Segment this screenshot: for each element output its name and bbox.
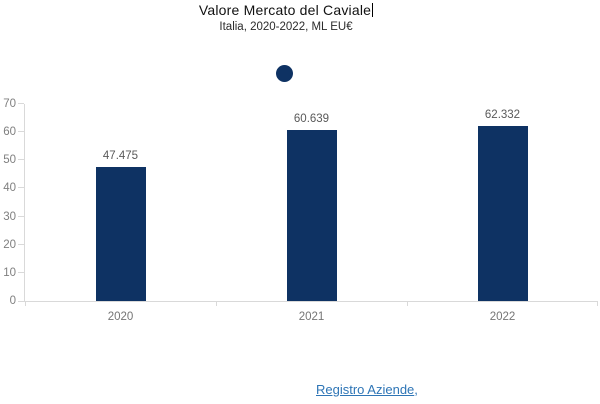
y-axis-tick: [18, 103, 24, 104]
bar-value-label: 60.639: [293, 113, 330, 126]
y-axis-tick-label: 40: [3, 182, 16, 195]
y-axis-tick-label: 10: [3, 266, 16, 279]
y-axis-tick: [18, 215, 24, 217]
y-axis-tick: [18, 301, 24, 302]
y-axis-tick: [18, 159, 24, 161]
legend-marker-icon[interactable]: [276, 65, 293, 82]
bar-value-label: 47.475: [102, 150, 139, 163]
bar-2020[interactable]: [95, 167, 146, 301]
bar-2021[interactable]: [286, 130, 337, 301]
footer-comma: ,: [414, 382, 418, 397]
bar-2022[interactable]: [477, 125, 528, 301]
chart-subtitle: Italia, 2020-2022, ML EU€: [219, 21, 353, 33]
chart-title[interactable]: Valore Mercato del Caviale: [198, 2, 372, 18]
x-axis-tick: [407, 301, 408, 306]
y-axis-tick-label: 30: [3, 210, 16, 223]
y-axis-tick: [18, 271, 24, 273]
x-axis-category-label: 2020: [107, 311, 134, 323]
y-axis-tick: [18, 243, 24, 245]
y-axis-tick-label: 0: [9, 295, 16, 307]
chart-title-row: Valore Mercato del Caviale: [0, 2, 572, 18]
y-axis-tick: [18, 131, 24, 133]
registro-aziende-link[interactable]: Registro Aziende: [316, 382, 415, 397]
x-axis-category-label: 2022: [489, 311, 516, 323]
x-axis-tick: [25, 301, 26, 306]
bar-value-label: 62.332: [484, 108, 521, 121]
text-edit-cursor: [372, 3, 374, 17]
x-axis-tick: [216, 301, 217, 306]
y-axis-tick-label: 70: [3, 98, 16, 110]
x-axis-tick: [597, 301, 598, 306]
y-axis-tick-label: 60: [3, 126, 16, 139]
y-axis-tick: [18, 187, 24, 189]
footer-source: Registro Aziende,: [316, 382, 418, 397]
plot-area: 0 10 20 30 40 50 60 70 47.475 2020 60.639 2021 62.33…: [3, 98, 598, 323]
x-axis-category-label: 2021: [298, 311, 325, 323]
y-axis-tick-label: 20: [3, 238, 16, 251]
y-axis-tick-label: 50: [3, 154, 16, 167]
